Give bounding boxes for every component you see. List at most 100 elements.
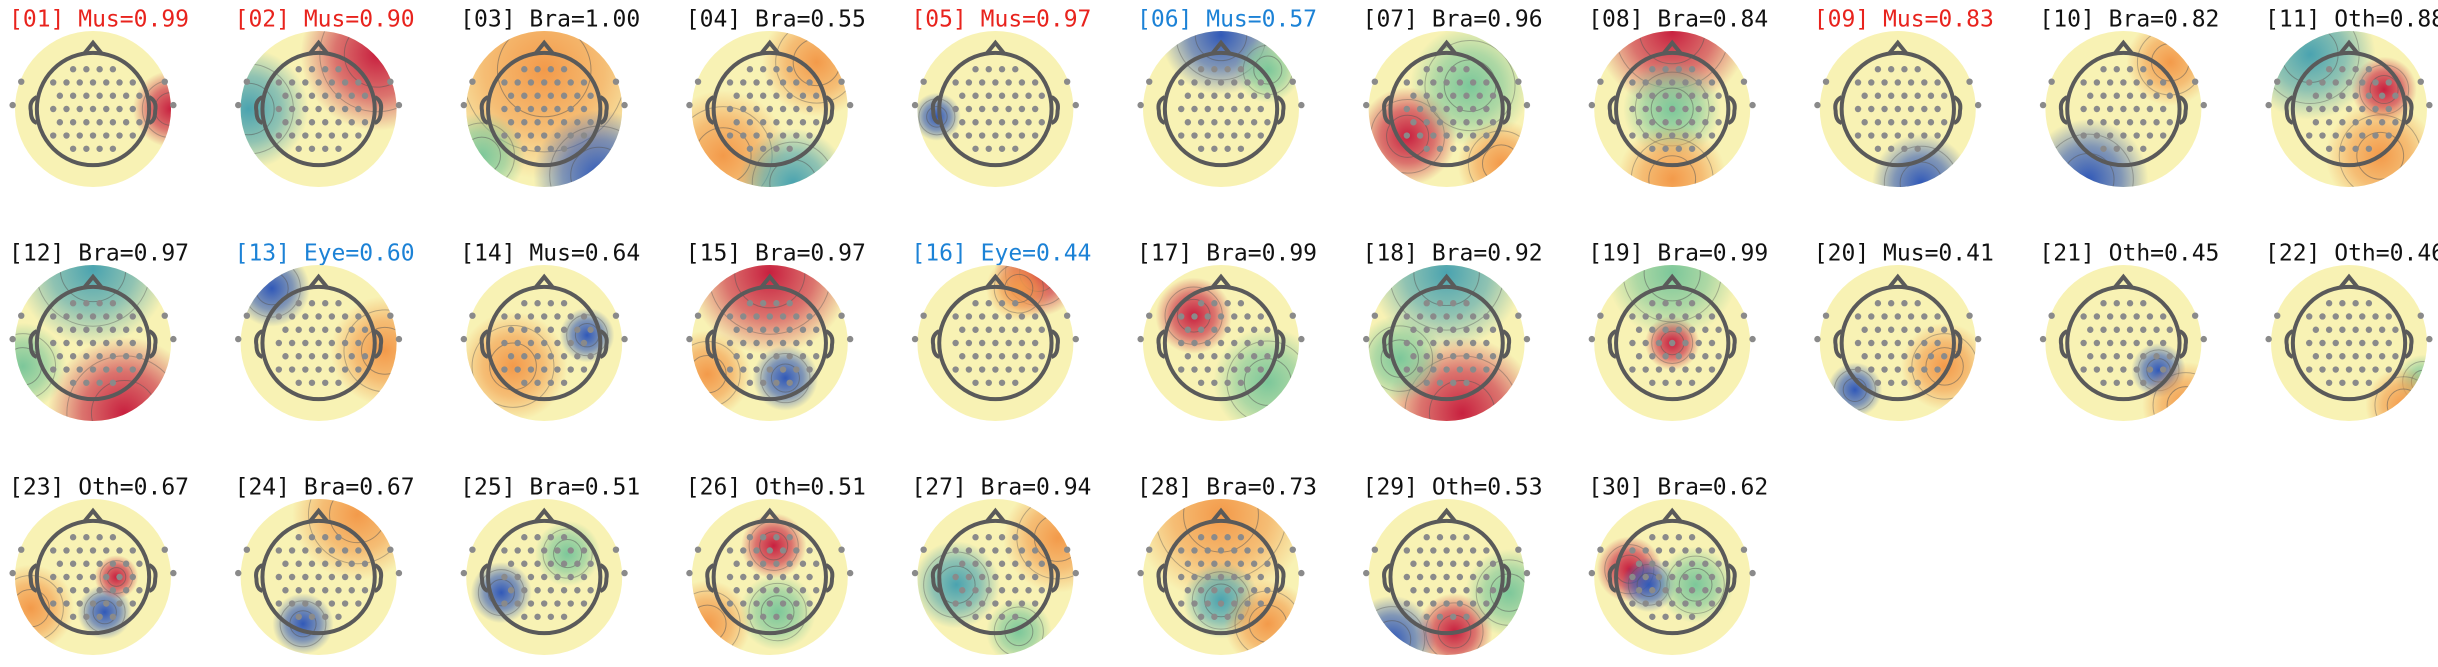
electrode — [96, 534, 103, 541]
electrode — [911, 335, 919, 343]
electrode — [1868, 339, 1875, 347]
electrode — [1072, 101, 1079, 109]
electrode — [554, 313, 561, 320]
electrode — [103, 366, 110, 373]
electrode — [1217, 547, 1225, 554]
electrode — [560, 379, 568, 386]
electrode — [1403, 132, 1411, 139]
electrode — [1443, 339, 1450, 347]
component-label: [26] Oth=0.51 — [686, 475, 866, 501]
electrode — [560, 560, 568, 567]
ear — [1607, 329, 1618, 359]
electrode — [1423, 534, 1430, 541]
electrode — [1005, 132, 1012, 139]
electrode — [1456, 573, 1464, 581]
electrode — [2106, 79, 2114, 86]
ear — [1833, 95, 1843, 125]
electrode — [1231, 79, 1238, 86]
electrode — [1682, 313, 1689, 320]
activation-blob — [1657, 546, 1734, 624]
electrode — [1436, 534, 1444, 541]
ear — [1501, 563, 1512, 593]
electrode — [308, 379, 316, 386]
electrode — [288, 105, 296, 113]
electrode — [985, 326, 992, 333]
head-outline — [2065, 284, 2182, 402]
electrode — [965, 132, 973, 139]
electrode — [1688, 300, 1696, 307]
electrode — [1921, 313, 1928, 320]
electrode — [1204, 366, 1211, 373]
electrode — [129, 339, 136, 347]
electrode — [1018, 105, 1026, 113]
topomap — [911, 31, 1079, 187]
electrode — [2080, 132, 2087, 139]
electrode — [387, 312, 394, 319]
electrode — [2159, 132, 2167, 139]
electrode — [1443, 79, 1450, 86]
electrode — [2325, 66, 2333, 73]
electrode — [1881, 313, 1888, 320]
electrode — [2126, 145, 2134, 152]
electrode — [501, 573, 508, 581]
electrode — [1257, 366, 1264, 373]
electrode — [501, 313, 508, 320]
electrode — [1184, 92, 1192, 99]
electrode — [1649, 300, 1656, 307]
electrode — [1966, 78, 1973, 85]
electrode — [1025, 587, 1032, 594]
electrode — [1423, 66, 1430, 73]
electrode — [1237, 613, 1245, 620]
electrode — [1874, 379, 1882, 386]
electrode — [534, 119, 541, 126]
head-outline — [937, 518, 1054, 636]
head-outline — [1162, 284, 1280, 402]
nose — [2112, 39, 2134, 56]
electrode — [1463, 379, 1470, 386]
electrode — [1740, 546, 1748, 553]
electrode — [103, 79, 110, 86]
electrode — [733, 326, 740, 333]
electrode — [2039, 101, 2047, 109]
electrode — [753, 547, 760, 554]
electrode — [96, 613, 103, 620]
electrode — [1403, 547, 1411, 554]
electrode — [2372, 339, 2379, 347]
electrode — [2120, 366, 2127, 373]
electrode — [322, 66, 329, 73]
electrode — [2365, 145, 2373, 152]
electrode — [103, 132, 110, 139]
component-label: [24] Bra=0.67 — [235, 475, 415, 501]
component-label: [25] Bra=0.51 — [460, 475, 640, 501]
electrode — [1257, 105, 1264, 113]
electrode — [587, 353, 594, 360]
electrode — [2120, 79, 2127, 86]
contour — [2166, 386, 2202, 421]
electrode — [580, 547, 588, 554]
electrode — [83, 534, 90, 541]
electrode — [1184, 326, 1192, 333]
contour — [1666, 555, 1725, 614]
electrode — [2087, 119, 2094, 126]
electrode — [1921, 339, 1928, 347]
electrode — [920, 312, 927, 319]
electrode — [806, 547, 813, 554]
electrode — [1469, 573, 1477, 581]
component-label: [19] Bra=0.99 — [1588, 241, 1768, 267]
electrode — [2274, 312, 2281, 319]
electrode — [838, 546, 845, 553]
electrode — [507, 560, 515, 567]
electrode — [275, 79, 283, 86]
electrode — [322, 613, 329, 620]
electrode — [1715, 353, 1722, 360]
electrode — [1237, 300, 1245, 307]
electrode — [560, 145, 568, 152]
electrode — [1416, 600, 1424, 607]
electrode — [1191, 339, 1198, 347]
electrode — [1012, 300, 1019, 307]
electrode — [740, 600, 747, 607]
electrode — [2352, 145, 2359, 152]
electrode — [1854, 339, 1862, 347]
electrode — [1012, 92, 1019, 99]
electrode — [534, 92, 541, 99]
